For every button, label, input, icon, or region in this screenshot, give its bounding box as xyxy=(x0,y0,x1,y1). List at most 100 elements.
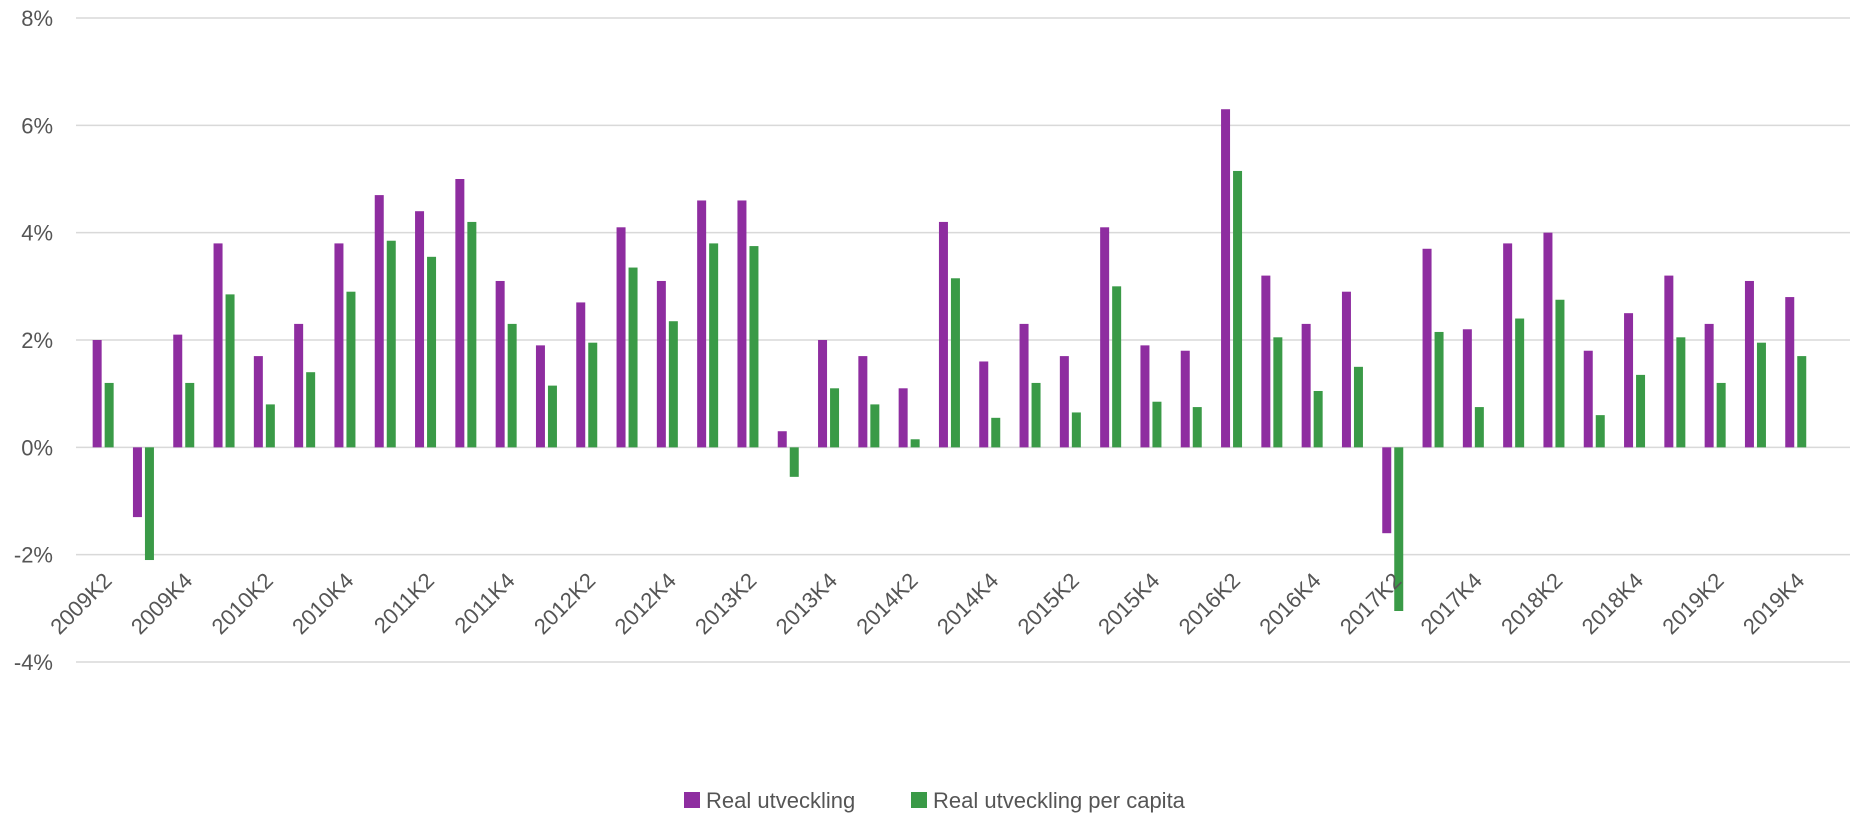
bar-real-utveckling-2012K4 xyxy=(656,280,666,448)
bar-real-utveckling-per-capita-2017K1 xyxy=(1353,366,1363,448)
bar-real-utveckling-2017K2 xyxy=(1382,447,1392,534)
bar-real-utveckling-per-capita-2012K4 xyxy=(668,321,678,448)
x-tick-label: 2014K2 xyxy=(851,568,922,639)
bar-real-utveckling-2015K3 xyxy=(1100,227,1110,448)
bar-real-utveckling-per-capita-2014K4 xyxy=(991,417,1001,448)
bar-real-utveckling-2012K2 xyxy=(576,302,586,448)
bar-real-utveckling-2017K1 xyxy=(1341,291,1351,448)
bar-real-utveckling-per-capita-2016K4 xyxy=(1313,390,1323,448)
bar-real-utveckling-2015K1 xyxy=(1019,323,1029,448)
bar-real-utveckling-per-capita-2017K3 xyxy=(1434,331,1444,448)
bar-real-utveckling-per-capita-2019K2 xyxy=(1716,382,1726,448)
bar-real-utveckling-2014K4 xyxy=(979,361,989,448)
bar-real-utveckling-2011K4 xyxy=(495,280,505,448)
x-tick-label: 2010K4 xyxy=(287,568,358,639)
bar-real-utveckling-per-capita-2012K3 xyxy=(628,267,638,448)
bar-real-utveckling-2012K1 xyxy=(535,345,545,448)
bar-real-utveckling-per-capita-2015K1 xyxy=(1031,382,1041,448)
bar-real-utveckling-per-capita-2010K4 xyxy=(346,291,356,448)
bar-real-utveckling-2016K2 xyxy=(1221,109,1231,448)
bar-real-utveckling-2009K2 xyxy=(92,340,102,448)
bar-real-utveckling-2019K4 xyxy=(1785,297,1795,448)
bar-real-utveckling-2018K2 xyxy=(1543,232,1553,448)
bar-real-utveckling-2018K3 xyxy=(1583,350,1593,448)
bar-real-utveckling-per-capita-2017K2 xyxy=(1394,447,1404,612)
y-tick-label: 8% xyxy=(21,6,53,31)
bar-real-utveckling-per-capita-2018K4 xyxy=(1636,374,1646,448)
bar-real-utveckling-per-capita-2010K2 xyxy=(265,404,275,448)
x-tick-label: 2013K4 xyxy=(771,568,842,639)
y-tick-label: 0% xyxy=(21,435,53,460)
x-tick-label: 2016K4 xyxy=(1254,568,1325,639)
x-tick-label: 2019K2 xyxy=(1657,568,1728,639)
bar-real-utveckling-2011K2 xyxy=(415,211,425,448)
x-tick-label: 2012K4 xyxy=(610,568,681,639)
bar-real-utveckling-per-capita-2011K2 xyxy=(427,256,437,448)
bar-real-utveckling-2010K1 xyxy=(213,243,223,448)
bar-real-utveckling-2014K1 xyxy=(858,356,868,448)
bar-real-utveckling-2017K3 xyxy=(1422,248,1432,448)
bar-real-utveckling-2016K1 xyxy=(1180,350,1190,448)
bar-real-utveckling-2019K1 xyxy=(1664,275,1674,448)
bar-real-utveckling-per-capita-2012K2 xyxy=(588,342,598,448)
legend: Real utveckling Real utveckling per capi… xyxy=(684,788,1186,813)
x-tick-label: 2012K2 xyxy=(529,568,600,639)
bars xyxy=(92,109,1807,612)
y-tick-label: -4% xyxy=(14,650,53,675)
bar-real-utveckling-per-capita-2019K4 xyxy=(1797,356,1807,448)
legend-swatch-real-utveckling xyxy=(684,792,700,808)
x-tick-label: 2019K4 xyxy=(1738,568,1809,639)
bar-real-utveckling-per-capita-2011K4 xyxy=(507,323,517,448)
bar-real-utveckling-per-capita-2012K1 xyxy=(547,385,557,448)
bar-real-utveckling-per-capita-2009K2 xyxy=(104,382,114,448)
bar-real-utveckling-per-capita-2009K4 xyxy=(185,382,195,448)
x-tick-label: 2011K2 xyxy=(369,568,439,638)
bar-real-utveckling-2019K2 xyxy=(1704,323,1714,448)
x-tick-label: 2009K4 xyxy=(126,568,197,639)
bar-real-utveckling-2010K3 xyxy=(294,323,304,448)
y-tick-label: -2% xyxy=(14,543,53,568)
bar-real-utveckling-2018K4 xyxy=(1624,313,1634,448)
bar-real-utveckling-2009K4 xyxy=(173,334,183,448)
bar-real-utveckling-2011K1 xyxy=(374,195,384,448)
bar-real-utveckling-per-capita-2013K1 xyxy=(709,243,719,448)
bar-real-utveckling-2011K3 xyxy=(455,179,465,448)
bar-real-utveckling-2010K2 xyxy=(253,356,263,448)
bar-real-utveckling-per-capita-2017K4 xyxy=(1474,407,1484,448)
y-tick-label: 2% xyxy=(21,328,53,353)
bar-real-utveckling-per-capita-2014K2 xyxy=(910,439,920,448)
bar-real-utveckling-per-capita-2014K1 xyxy=(870,404,880,448)
x-tick-label: 2009K2 xyxy=(45,568,116,639)
bar-real-utveckling-2018K1 xyxy=(1503,243,1513,448)
legend-label-real-utveckling-per-capita: Real utveckling per capita xyxy=(933,788,1186,813)
bar-real-utveckling-per-capita-2018K1 xyxy=(1515,318,1525,448)
x-tick-label: 2018K4 xyxy=(1577,568,1648,639)
bar-real-utveckling-per-capita-2015K3 xyxy=(1112,286,1122,448)
bar-real-utveckling-per-capita-2018K2 xyxy=(1555,299,1565,448)
x-tick-label: 2014K4 xyxy=(932,568,1003,639)
bar-real-utveckling-per-capita-2013K4 xyxy=(830,388,840,448)
bar-real-utveckling-2015K4 xyxy=(1140,345,1150,448)
bar-real-utveckling-per-capita-2010K1 xyxy=(225,294,235,448)
bar-real-utveckling-per-capita-2016K1 xyxy=(1192,407,1202,448)
legend-swatch-real-utveckling-per-capita xyxy=(911,792,927,808)
x-tick-label: 2010K2 xyxy=(207,568,278,639)
y-tick-label: 4% xyxy=(21,221,53,246)
bar-real-utveckling-per-capita-2019K1 xyxy=(1676,337,1686,448)
y-axis-ticks: -4% -2% 0% 2% 4% 6% 8% xyxy=(14,6,53,675)
x-axis-ticks: 2009K2 2009K4 2010K2 2010K4 2011K2 2011K4 2012… xyxy=(45,568,1809,639)
x-tick-label: 2013K2 xyxy=(690,568,761,639)
bar-real-utveckling-2009K3 xyxy=(132,447,142,518)
bar-real-utveckling-2012K3 xyxy=(616,227,626,448)
x-tick-label: 2016K2 xyxy=(1174,568,1245,639)
bar-real-utveckling-per-capita-2016K3 xyxy=(1273,337,1283,448)
x-tick-label: 2015K4 xyxy=(1093,568,1164,639)
bar-real-utveckling-per-capita-2015K2 xyxy=(1071,412,1081,448)
bar-real-utveckling-per-capita-2014K3 xyxy=(950,278,960,448)
bar-real-utveckling-2017K4 xyxy=(1462,329,1472,448)
bar-real-utveckling-2019K3 xyxy=(1744,280,1754,448)
bar-real-utveckling-2014K2 xyxy=(898,388,908,448)
bar-real-utveckling-per-capita-2015K4 xyxy=(1152,401,1162,448)
bar-real-utveckling-per-capita-2013K3 xyxy=(789,447,799,477)
